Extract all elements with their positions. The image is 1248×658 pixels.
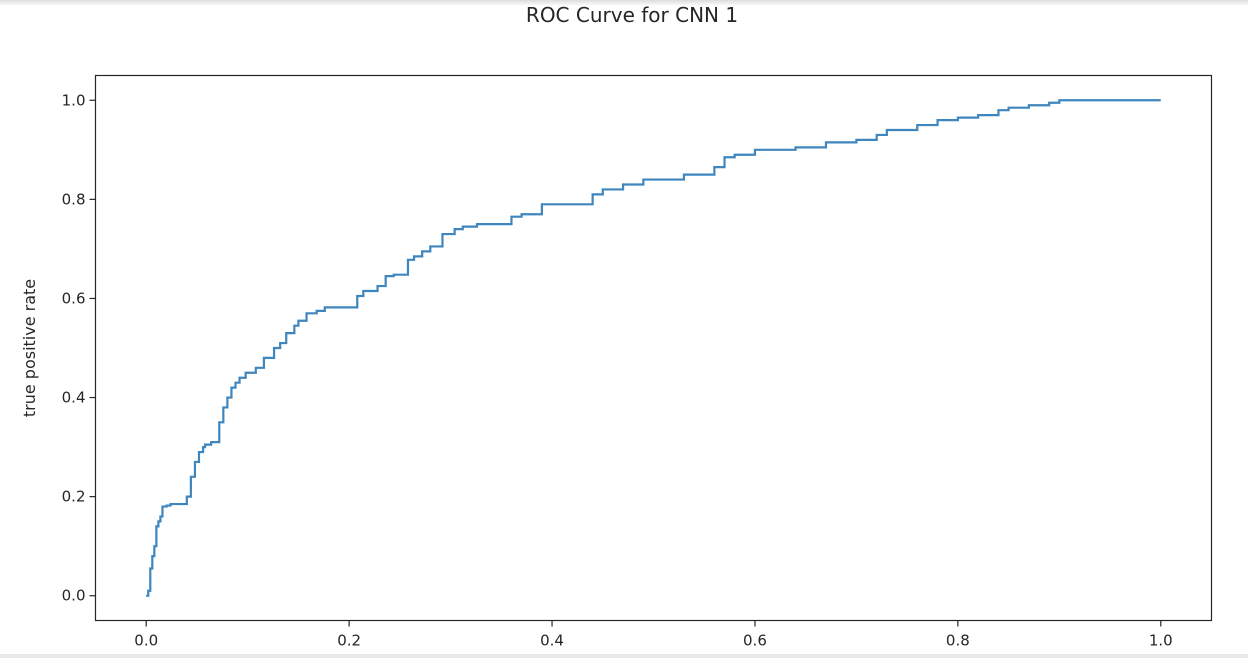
window-bottom-edge (0, 654, 1248, 658)
plot-frame (94, 74, 1213, 622)
x-tick-label: 1.0 (1149, 632, 1173, 650)
x-tick-label: 0.0 (134, 632, 158, 650)
y-tick-label: 0.2 (62, 488, 86, 506)
window-top-edge (0, 0, 1248, 6)
roc-curve-line (146, 99, 1161, 597)
y-axis-label: true positive rate (20, 279, 39, 417)
chart-title: ROC Curve for CNN 1 (526, 3, 738, 27)
x-tick-label: 0.8 (946, 632, 970, 650)
y-tick-label: 1.0 (62, 91, 86, 109)
x-tick-label: 0.2 (337, 632, 361, 650)
y-tick-label: 0.0 (62, 587, 86, 605)
y-tick-label: 0.6 (62, 289, 86, 307)
x-tick-label: 0.6 (743, 632, 767, 650)
x-tick-label: 0.4 (540, 632, 564, 650)
y-tick-label: 0.8 (62, 190, 86, 208)
y-tick-label: 0.4 (62, 389, 86, 407)
